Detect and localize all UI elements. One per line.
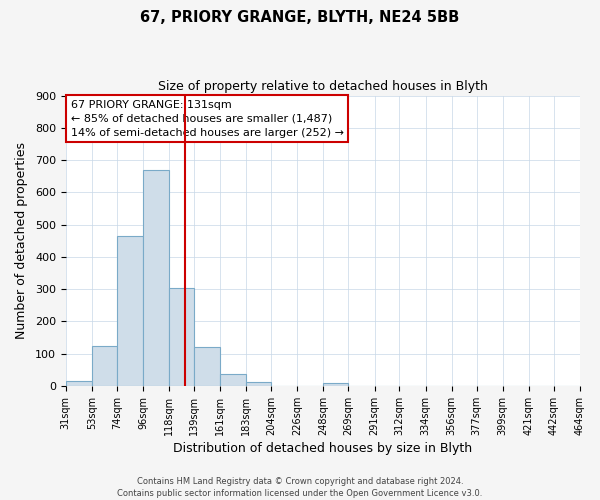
Bar bbox=[323, 382, 349, 386]
Text: Contains HM Land Registry data © Crown copyright and database right 2024.
Contai: Contains HM Land Registry data © Crown c… bbox=[118, 476, 482, 498]
Bar bbox=[143, 170, 169, 386]
Bar bbox=[194, 347, 220, 386]
Text: 67 PRIORY GRANGE: 131sqm
← 85% of detached houses are smaller (1,487)
14% of sem: 67 PRIORY GRANGE: 131sqm ← 85% of detach… bbox=[71, 100, 344, 138]
Bar bbox=[66, 381, 92, 386]
X-axis label: Distribution of detached houses by size in Blyth: Distribution of detached houses by size … bbox=[173, 442, 472, 455]
Bar bbox=[92, 346, 117, 386]
Title: Size of property relative to detached houses in Blyth: Size of property relative to detached ho… bbox=[158, 80, 488, 93]
Bar bbox=[220, 374, 246, 386]
Text: 67, PRIORY GRANGE, BLYTH, NE24 5BB: 67, PRIORY GRANGE, BLYTH, NE24 5BB bbox=[140, 10, 460, 25]
Bar bbox=[246, 382, 271, 386]
Bar bbox=[117, 236, 143, 386]
Y-axis label: Number of detached properties: Number of detached properties bbox=[15, 142, 28, 340]
Bar bbox=[169, 288, 194, 386]
